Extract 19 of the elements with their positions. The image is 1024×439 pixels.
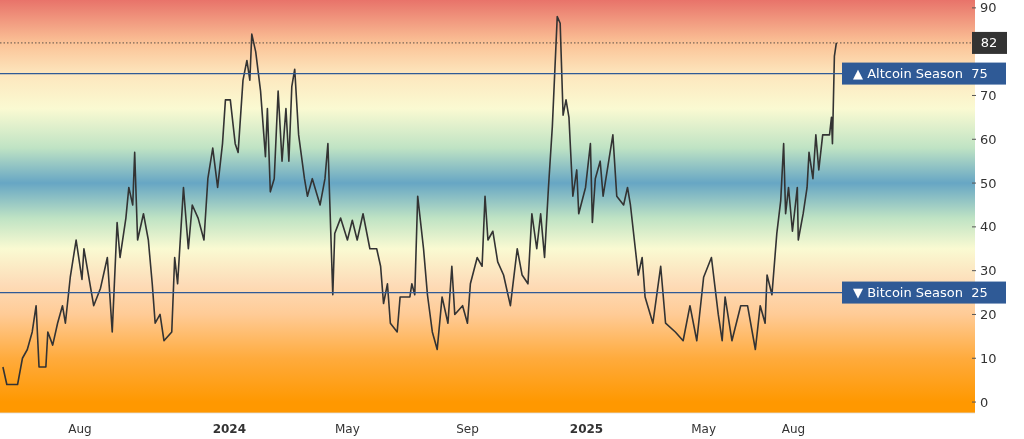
ref-line-label: ▲ Altcoin Season 75: [853, 66, 988, 82]
y-tick-label: 10: [980, 350, 997, 366]
x-tick-label: May: [691, 422, 717, 436]
y-tick-label: 70: [980, 88, 997, 104]
x-tick-label: May: [335, 422, 360, 436]
x-tick-label: 2024: [212, 422, 247, 436]
y-tick-label: 90: [980, 0, 997, 16]
x-tick-label: Aug: [781, 422, 806, 436]
y-tick-label: 60: [980, 131, 997, 147]
x-tick-label: Aug: [68, 422, 92, 436]
x-tick-label: 2025: [569, 422, 604, 436]
y-tick-label: 40: [980, 219, 997, 235]
y-tick-label: 0: [980, 394, 989, 410]
y-tick-label: 50: [980, 175, 997, 191]
ref-line-label: ▼ Bitcoin Season 25: [853, 285, 988, 301]
x-tick-label: Sep: [456, 422, 479, 436]
ref-line-label: 82: [980, 35, 998, 51]
y-tick-label: 20: [980, 307, 997, 323]
y-tick-label: 30: [980, 263, 997, 279]
